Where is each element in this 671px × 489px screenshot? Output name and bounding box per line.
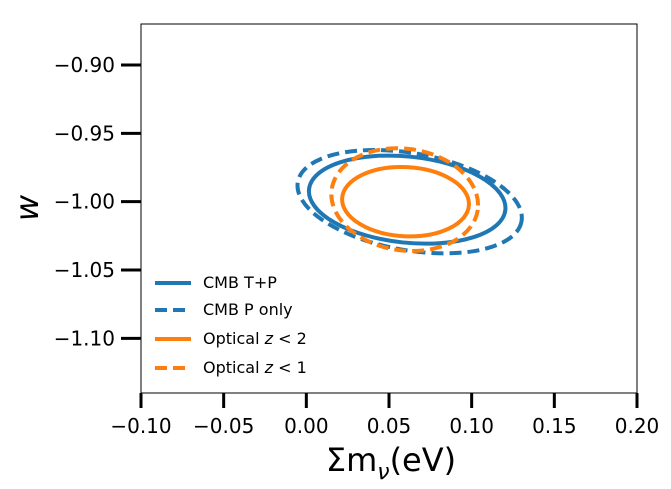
y-tick-label: −1.10 (54, 326, 115, 350)
y-tick-label: −1.05 (54, 258, 115, 282)
x-tick-label: −0.05 (193, 414, 254, 438)
contour-optical-z-1 (329, 146, 481, 253)
y-axis-title: w (8, 194, 46, 221)
x-tick-label: 0.15 (532, 414, 577, 438)
legend-label: CMB T+P (203, 273, 277, 292)
legend-label: CMB P only (203, 300, 293, 319)
y-tick-label: −0.90 (54, 53, 115, 77)
y-axis: −0.90 −0.95 −1.00 −1.05 −1.10 (54, 53, 141, 350)
x-axis: −0.10 −0.05 0.00 0.05 0.10 0.15 0.20 (110, 393, 659, 438)
x-tick-label: 0.05 (367, 414, 412, 438)
x-tick-label: 0.00 (284, 414, 329, 438)
contour-layer (295, 146, 524, 256)
x-tick-label: 0.10 (449, 414, 494, 438)
y-tick-label: −0.95 (54, 121, 115, 145)
x-tick-label: −0.10 (110, 414, 171, 438)
y-tick-label: −1.00 (54, 190, 115, 214)
x-axis-title: Σmν(eV) (326, 441, 456, 485)
contour-cmb-t-p (306, 153, 508, 246)
legend-label: Optical z < 1 (203, 358, 307, 377)
x-tick-label: 0.20 (615, 414, 660, 438)
legend: CMB T+P CMB P only Optical z < 2 Optical z … (155, 273, 307, 377)
plot-frame (140, 23, 638, 394)
contour-optical-z-2 (340, 164, 471, 239)
legend-label: Optical z < 2 (203, 329, 307, 348)
